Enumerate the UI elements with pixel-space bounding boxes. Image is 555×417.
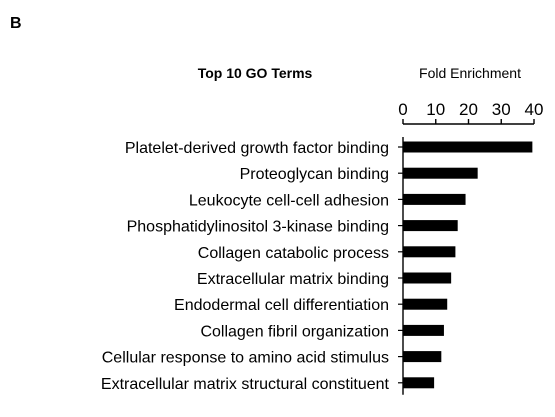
category-label: Extracellular matrix binding <box>197 271 389 288</box>
bar <box>403 298 448 310</box>
bar-series <box>398 137 533 395</box>
x-tick-label: 10 <box>426 100 445 119</box>
x-tick-label: 30 <box>492 100 511 119</box>
bar <box>403 167 478 179</box>
category-label: Extracellular matrix structural constitu… <box>101 376 390 393</box>
category-label: Leukocyte cell-cell adhesion <box>189 192 389 209</box>
category-label: Proteoglycan binding <box>240 166 389 183</box>
bar <box>403 141 533 153</box>
bar <box>403 351 442 363</box>
category-label: Platelet-derived growth factor binding <box>125 140 389 157</box>
x-tick-label: 0 <box>398 100 407 119</box>
bar <box>403 193 466 205</box>
category-label: Collagen fibril organization <box>200 323 389 340</box>
x-axis: 0 10 20 30 40 <box>398 100 544 125</box>
panel-letter: B <box>10 15 22 32</box>
x-axis-label: Fold Enrichment <box>419 65 521 81</box>
bar <box>403 220 458 232</box>
x-tick-label: 40 <box>525 100 544 119</box>
chart-title: Top 10 GO Terms <box>198 65 313 81</box>
bar <box>403 246 456 258</box>
bar <box>403 377 435 389</box>
category-label: Collagen catabolic process <box>198 245 389 262</box>
bar <box>403 324 444 336</box>
category-label: Endodermal cell differentiation <box>174 297 389 314</box>
category-labels: Platelet-derived growth factor binding Pr… <box>101 140 390 393</box>
category-label: Cellular response to amino acid stimulus <box>102 350 389 367</box>
x-tick-label: 20 <box>459 100 478 119</box>
category-label: Phosphatidylinositol 3-kinase binding <box>127 219 389 236</box>
bar <box>403 272 452 284</box>
